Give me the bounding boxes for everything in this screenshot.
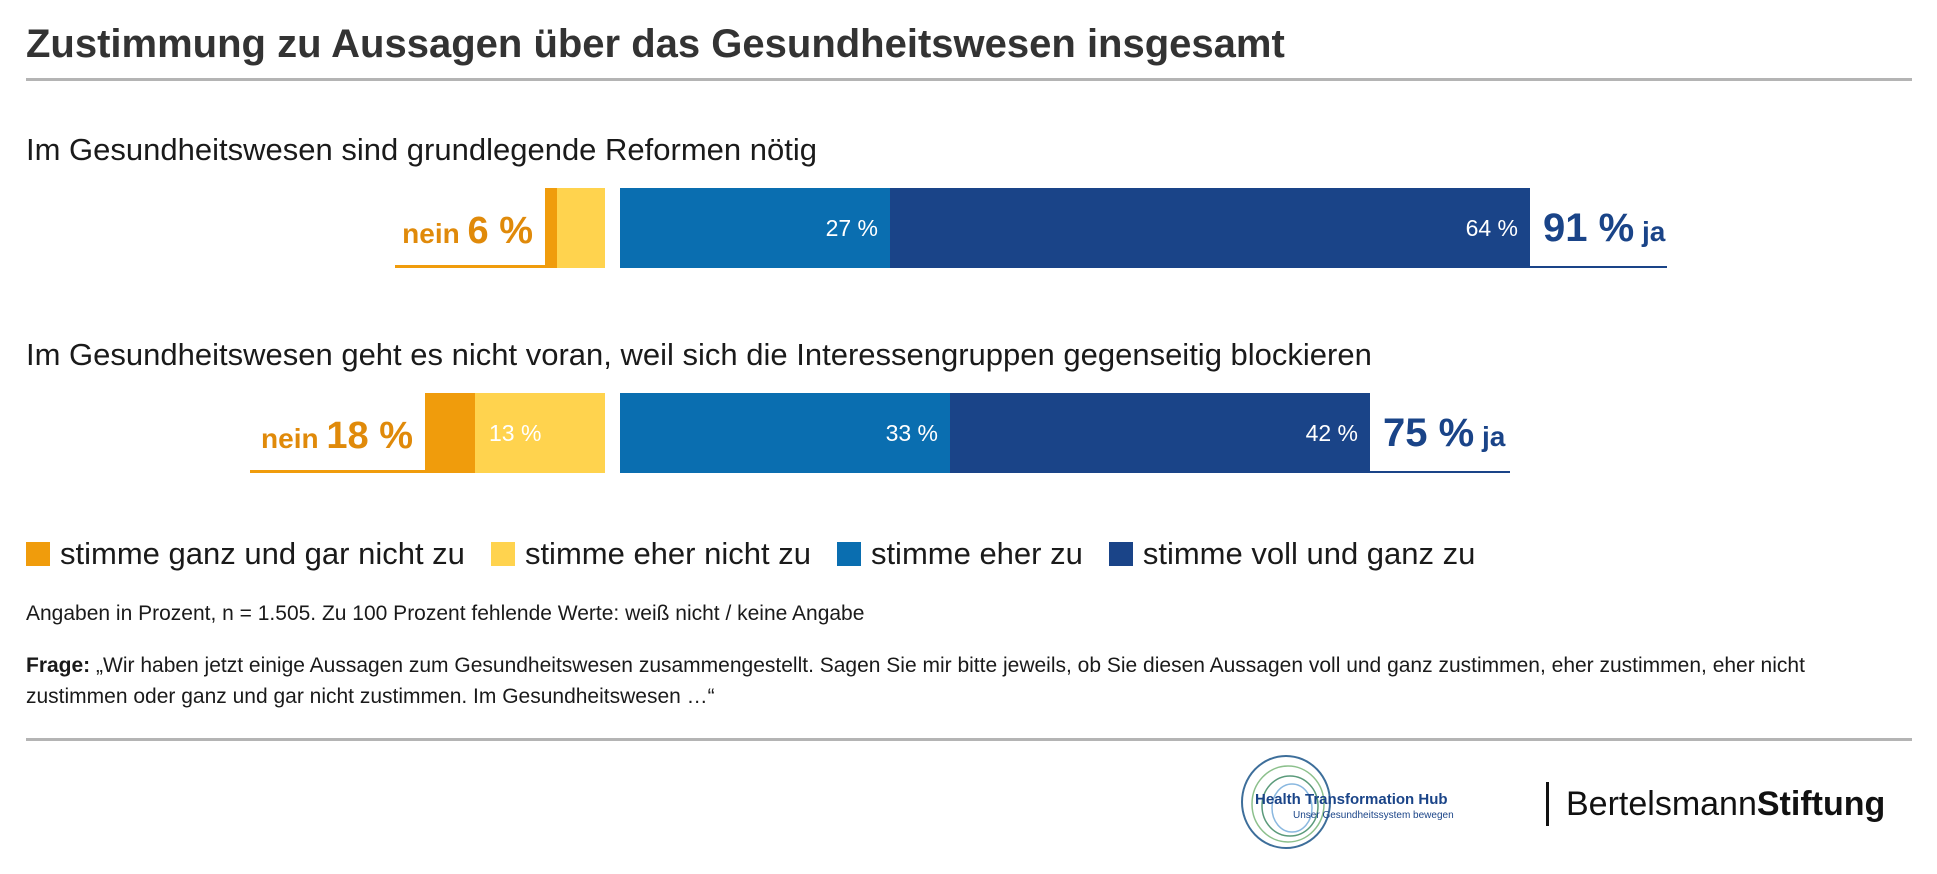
- seg-voll-zu: 64 %: [890, 188, 1530, 268]
- ja-word: ja: [1641, 216, 1666, 247]
- seg-ganz-nicht: [425, 393, 475, 473]
- top-divider: [26, 78, 1912, 81]
- question-label: Frage:: [26, 654, 91, 677]
- seg-ganz-nicht: [545, 188, 557, 268]
- nein-value: 18 %: [326, 415, 413, 457]
- seg-voll-zu: 42 %: [950, 393, 1370, 473]
- hub-logo-title: Health Transformation Hub: [1255, 791, 1448, 808]
- legend-item: stimme eher zu: [836, 536, 1083, 572]
- logo-text: Bertelsmann: [1566, 785, 1757, 823]
- legend-swatch: [1108, 542, 1133, 566]
- legend-swatch: [26, 542, 50, 566]
- legend-item: stimme ganz und gar nicht zu: [26, 536, 465, 572]
- seg-eher-nicht: [555, 188, 605, 268]
- nein-total-label: nein 6 %: [402, 210, 533, 253]
- bertelsmann-logo: BertelsmannStiftung: [1566, 785, 1885, 824]
- question-text: Frage: „Wir haben jetzt einige Aussagen …: [26, 650, 1826, 712]
- segment-value-label: 42 %: [1305, 419, 1358, 446]
- logo-separator: [1546, 782, 1549, 826]
- segment-value-label: 27 %: [825, 214, 878, 241]
- chart-title: Zustimmung zu Aussagen über das Gesundhe…: [26, 22, 1285, 66]
- nein-value: 6 %: [467, 210, 533, 252]
- ja-underline: [1370, 471, 1510, 473]
- question-1-label: Im Gesundheitswesen sind grundlegende Re…: [26, 132, 817, 167]
- legend-label: stimme eher zu: [870, 536, 1083, 571]
- segment-value-label: 33 %: [885, 419, 938, 446]
- legend-label: stimme ganz und gar nicht zu: [60, 536, 465, 571]
- segment-value-label: 64 %: [1465, 214, 1518, 241]
- hub-logo-subtitle: Unser Gesundheitssystem bewegen: [1293, 810, 1454, 821]
- ja-total-label: 91 % ja: [1543, 206, 1665, 251]
- legend-swatch: [490, 542, 515, 566]
- legend-swatch: [836, 542, 861, 566]
- seg-eher-nicht: 13 %: [475, 393, 605, 473]
- ja-value: 75 %: [1383, 411, 1475, 455]
- nein-word: nein: [402, 218, 460, 249]
- bottom-divider: [26, 738, 1912, 741]
- legend: stimme ganz und gar nicht zu stimme eher…: [26, 536, 1475, 572]
- nein-underline: [395, 265, 545, 268]
- segment-value-label: 13 %: [489, 419, 542, 446]
- seg-eher-zu: 33 %: [620, 393, 950, 473]
- footnote: Angaben in Prozent, n = 1.505. Zu 100 Pr…: [26, 602, 865, 625]
- ja-value: 91 %: [1543, 206, 1635, 250]
- ja-total-label: 75 % ja: [1383, 411, 1505, 456]
- ja-underline: [1530, 266, 1667, 268]
- seg-eher-zu: 27 %: [620, 188, 890, 268]
- logo-text-bold: Stiftung: [1756, 785, 1886, 823]
- nein-word: nein: [261, 423, 319, 454]
- legend-label: stimme eher nicht zu: [524, 536, 811, 571]
- question-body: „Wir haben jetzt einige Aussagen zum Ges…: [26, 654, 1805, 708]
- question-2-label: Im Gesundheitswesen geht es nicht voran,…: [26, 337, 1372, 372]
- legend-label: stimme voll und ganz zu: [1142, 536, 1476, 571]
- hub-logo-icon: [1238, 752, 1348, 852]
- ja-word: ja: [1481, 421, 1506, 452]
- nein-underline: [250, 470, 425, 473]
- legend-item: stimme voll und ganz zu: [1108, 536, 1476, 572]
- legend-item: stimme eher nicht zu: [490, 536, 811, 572]
- nein-total-label: nein 18 %: [261, 415, 413, 458]
